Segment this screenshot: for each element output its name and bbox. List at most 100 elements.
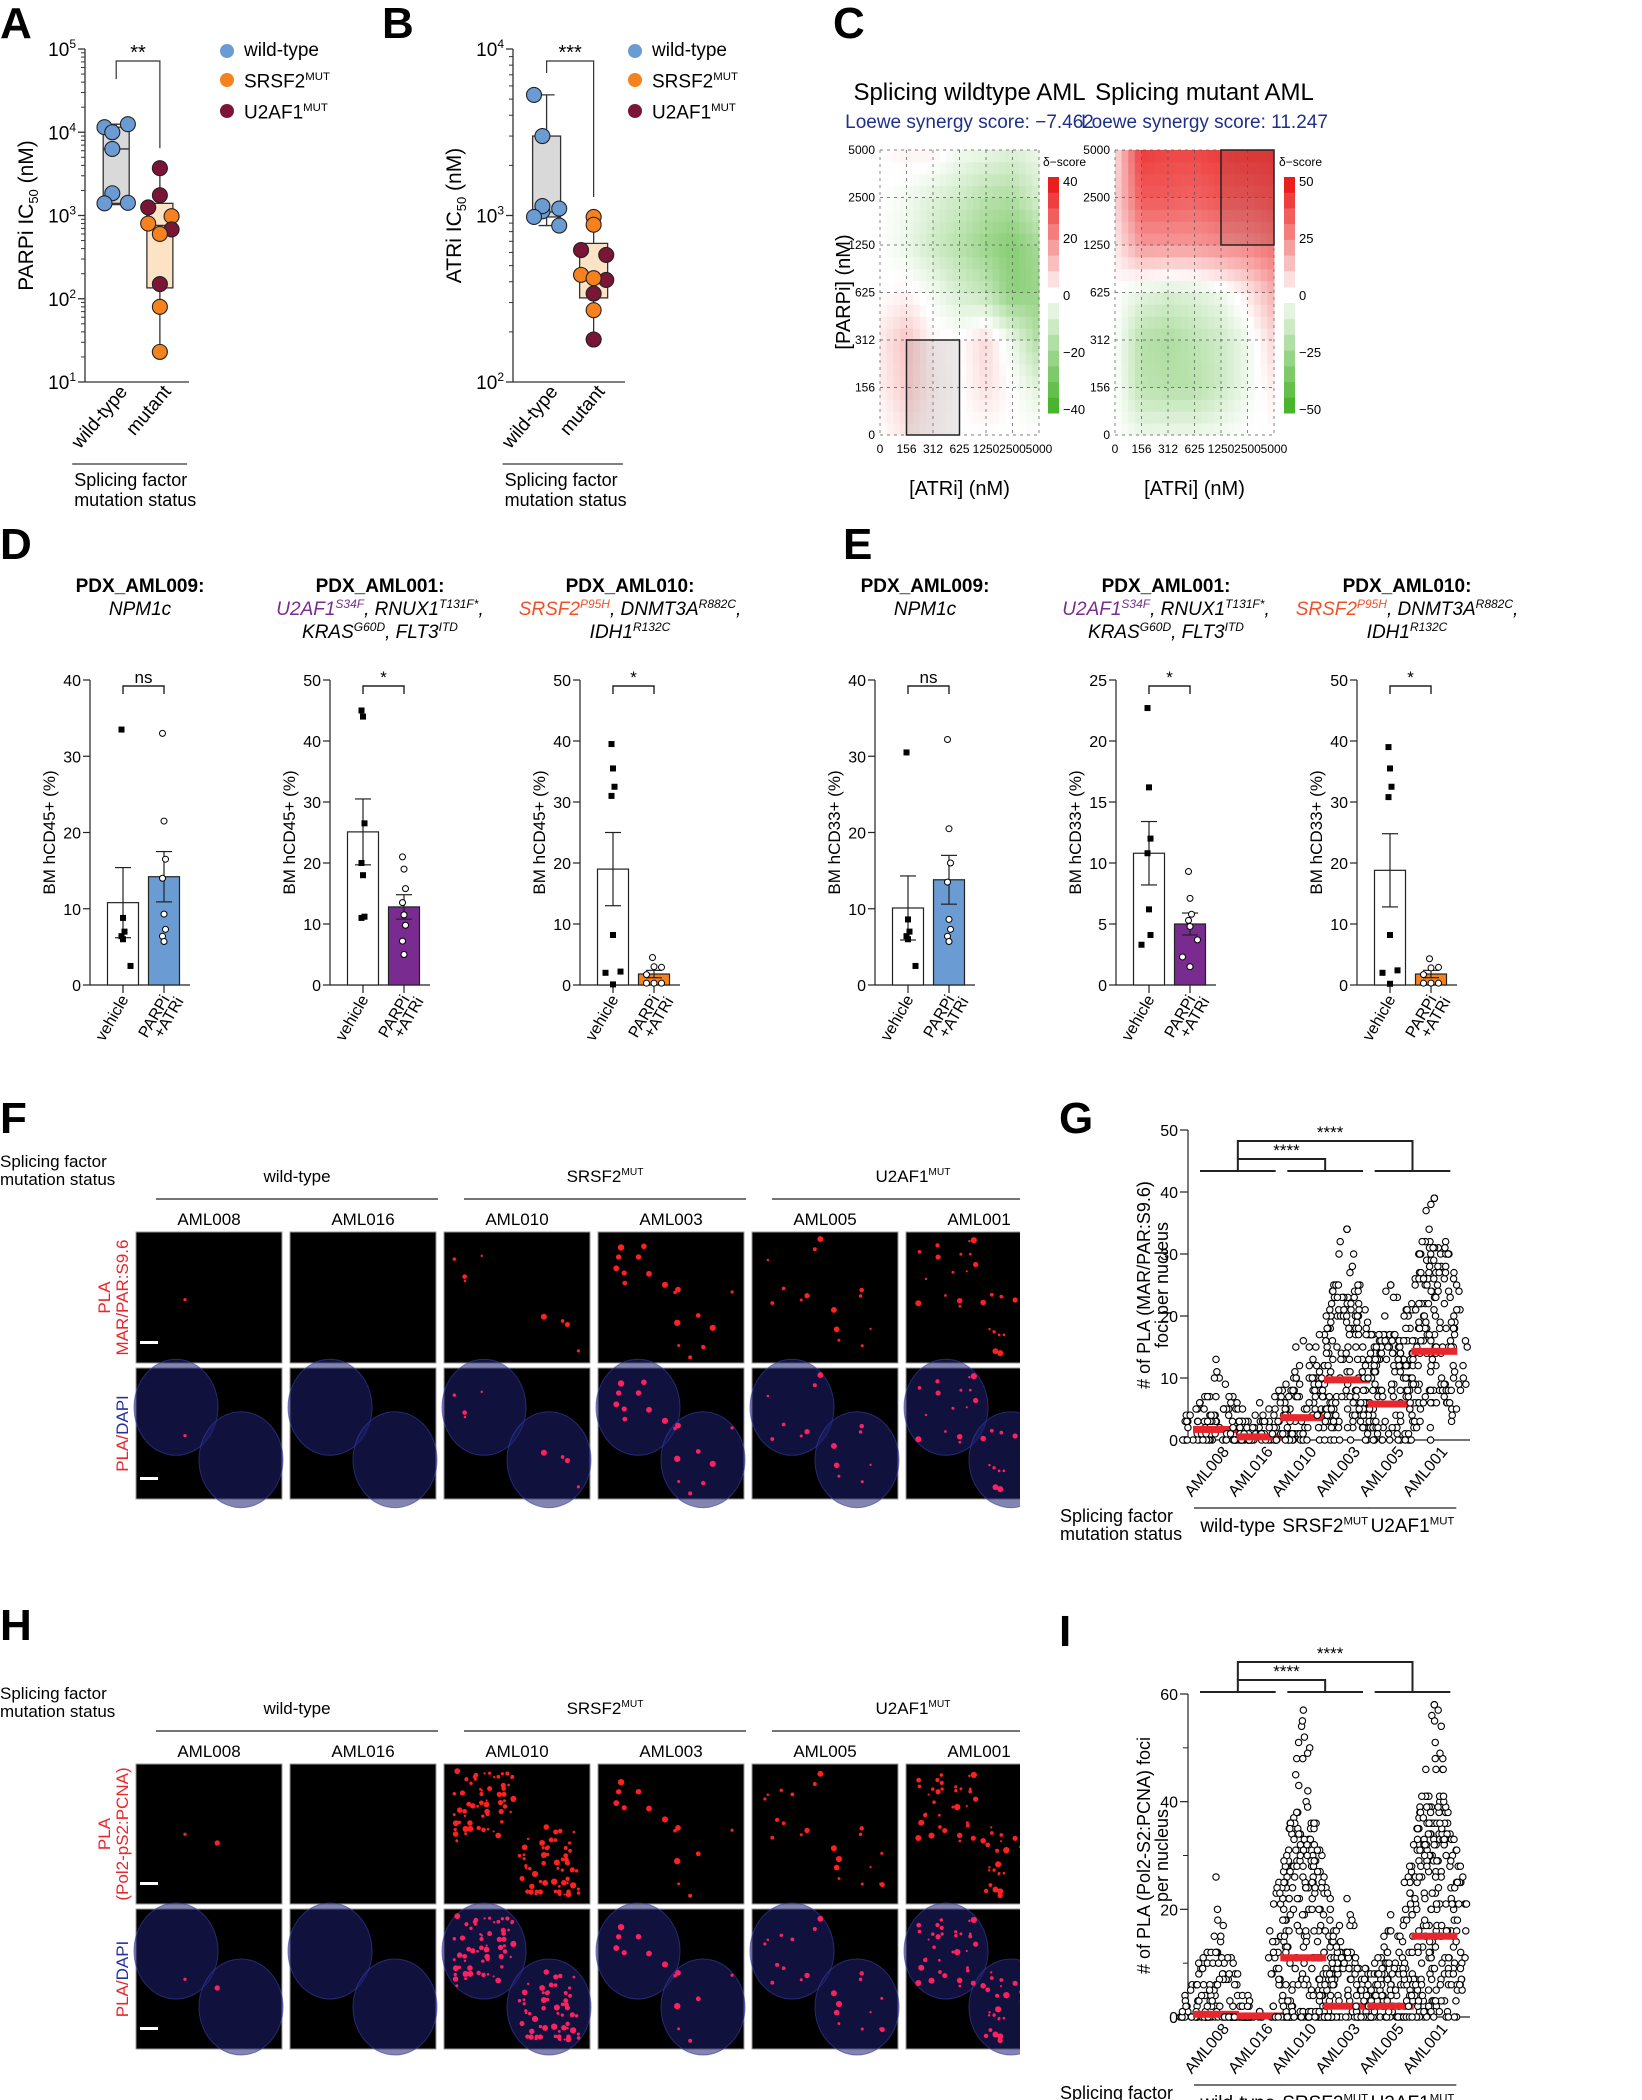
heatmap-cell xyxy=(1234,280,1242,293)
heatmap-cell xyxy=(1227,233,1235,246)
heatmap-cell xyxy=(1154,363,1162,377)
pla-focus xyxy=(869,1463,872,1466)
pla-focus xyxy=(502,1949,508,1954)
heatmap-cell xyxy=(1174,233,1182,246)
data-point-circle xyxy=(1179,953,1186,961)
data-point xyxy=(1411,1281,1419,1289)
heatmap-cell xyxy=(926,150,934,163)
pla-focus xyxy=(989,1292,994,1297)
heatmap-cell xyxy=(933,316,941,329)
heatmap-cell xyxy=(1221,292,1229,305)
data-point xyxy=(1385,1436,1394,1444)
data-point xyxy=(1444,2013,1453,2021)
heatmap-cell xyxy=(899,268,907,282)
heatmap-cell xyxy=(992,268,1000,282)
heatmap-cell xyxy=(933,411,941,424)
heatmap-cell xyxy=(1214,173,1222,187)
data-point xyxy=(1338,1392,1346,1401)
heatmap-cell xyxy=(906,233,914,246)
heatmap-cell xyxy=(919,411,927,424)
data-point-circle xyxy=(1427,979,1435,987)
data-point xyxy=(1372,1991,1380,2000)
heatmap-cell xyxy=(986,280,994,293)
data-point xyxy=(1450,1368,1459,1376)
data-point xyxy=(1214,1959,1223,1967)
data-point-square xyxy=(617,968,624,975)
splicing-status-line2: mutation status xyxy=(0,1702,115,1721)
heatmap-cell xyxy=(1267,173,1275,187)
pla-focus xyxy=(790,1937,795,1942)
heatmap-cell xyxy=(999,185,1007,198)
heatmap-cell xyxy=(1025,173,1033,187)
heatmap-cell xyxy=(1174,185,1182,198)
data-point-circle xyxy=(650,979,658,987)
heatmap-cell xyxy=(919,185,927,198)
genotype-line: IDH1R132C​ xyxy=(1367,620,1448,643)
data-point xyxy=(1437,1374,1446,1382)
heatmap-cell xyxy=(1267,221,1275,234)
data-point xyxy=(1456,1862,1465,1871)
heatmap-cell xyxy=(1025,161,1033,175)
heatmap-cell xyxy=(992,185,1000,198)
pla-focus xyxy=(560,2002,565,2007)
heatmap-cell xyxy=(880,150,888,163)
data-point xyxy=(1408,1910,1416,1919)
data-point xyxy=(1395,1948,1403,1957)
heatmap-cell xyxy=(1234,161,1242,175)
sample-label: AML001 xyxy=(947,1210,1010,1229)
pla-focus xyxy=(462,1970,469,1977)
data-point-circle xyxy=(1188,910,1195,918)
data-point xyxy=(1364,1374,1372,1382)
data-point xyxy=(1361,1436,1370,1444)
data-point xyxy=(1357,2013,1365,2021)
heatmap-cell xyxy=(979,185,987,198)
data-point xyxy=(1422,2013,1431,2021)
heatmap-cell xyxy=(913,411,921,424)
heatmap-cell xyxy=(1247,173,1255,187)
pla-focus xyxy=(455,1984,459,1988)
heatmap-cell xyxy=(1141,328,1149,341)
data-point xyxy=(1427,1361,1435,1370)
heatmap-cell xyxy=(1234,256,1242,270)
heatmap-cell xyxy=(1154,185,1162,198)
heatmap-cell xyxy=(1254,221,1262,234)
pla-focus xyxy=(615,1254,622,1260)
pla-focus xyxy=(766,1394,770,1398)
heatmap-cell xyxy=(1154,340,1162,353)
pla-focus xyxy=(467,1825,474,1832)
data-point xyxy=(1384,1343,1392,1351)
data-point xyxy=(1303,1436,1311,1444)
x-tick-label: vehicle xyxy=(878,992,918,1044)
heatmap-cell xyxy=(1032,328,1040,341)
data-point-circle xyxy=(1420,971,1427,979)
pla-focus xyxy=(576,1891,581,1895)
sample-label: AML008 xyxy=(177,1210,240,1229)
heatmap-cell xyxy=(1025,197,1033,210)
data-point xyxy=(1399,1337,1408,1345)
heatmap-cell xyxy=(1168,363,1176,377)
pla-focus xyxy=(915,1436,922,1443)
heatmap-cell xyxy=(1227,328,1235,341)
heatmap-cell xyxy=(1174,399,1182,412)
heatmap-cell xyxy=(939,233,947,246)
heatmap-cell xyxy=(886,209,894,222)
data-point xyxy=(1381,1337,1389,1345)
heatmap-cell xyxy=(1032,304,1040,317)
pla-focus xyxy=(563,1998,569,2004)
pla-focus xyxy=(543,1824,550,1830)
pla-focus xyxy=(560,1868,564,1872)
colorbar-tick-label: −20 xyxy=(1063,345,1085,360)
heatmap-cell xyxy=(1187,328,1195,341)
heatmap-cell xyxy=(992,150,1000,163)
heatmap-cell xyxy=(946,375,954,388)
significance-bracket xyxy=(1236,1140,1414,1171)
heatmap-cell xyxy=(886,328,894,341)
heatmap-cell xyxy=(880,221,888,234)
data-point xyxy=(1448,1411,1457,1419)
data-point xyxy=(1293,1921,1302,1930)
data-point xyxy=(1300,1980,1308,1989)
colorbar-segment xyxy=(1048,365,1059,383)
pla-focus xyxy=(688,1893,693,1898)
